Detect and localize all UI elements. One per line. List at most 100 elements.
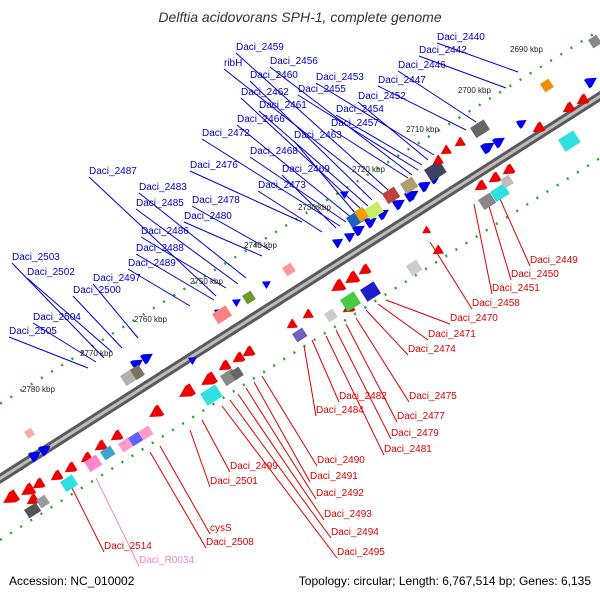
forward-gene-arrow[interactable] <box>418 178 433 193</box>
reverse-gene-arrow[interactable] <box>230 351 246 367</box>
gene-block[interactable] <box>118 437 134 453</box>
reverse-gene-arrow[interactable] <box>486 171 502 187</box>
reverse-gene-arrow[interactable] <box>430 244 444 259</box>
gene-label-daci-2475[interactable]: Daci_2475 <box>409 391 457 402</box>
reverse-gene-arrow[interactable] <box>198 371 218 390</box>
gene-label-daci-2487[interactable]: Daci_2487 <box>89 166 137 177</box>
gene-block[interactable] <box>354 206 369 223</box>
reverse-gene-arrow[interactable] <box>146 404 165 422</box>
gene-label-daci-2492[interactable]: Daci_2492 <box>316 488 364 499</box>
gene-block[interactable] <box>292 327 308 343</box>
forward-gene-arrow[interactable] <box>340 188 351 199</box>
gene-label-daci-2485[interactable]: Daci_2485 <box>136 198 184 209</box>
reverse-gene-arrow[interactable] <box>240 345 256 361</box>
reverse-gene-arrow[interactable] <box>176 383 196 402</box>
gene-block[interactable] <box>540 78 554 93</box>
gene-label-daci-2440[interactable]: Daci_2440 <box>437 32 485 43</box>
gene-label-daci-2479[interactable]: Daci_2479 <box>391 428 439 439</box>
gene-label-daci-2473[interactable]: Daci_2473 <box>258 180 306 191</box>
gene-label-daci-2468[interactable]: Daci_2468 <box>250 146 298 157</box>
gene-label-daci-2504[interactable]: Daci_2504 <box>33 312 81 323</box>
gene-label-daci-2494[interactable]: Daci_2494 <box>331 527 379 538</box>
gene-label-daci-2458[interactable]: Daci_2458 <box>472 298 520 309</box>
forward-gene-arrow[interactable] <box>480 138 497 155</box>
forward-gene-arrow[interactable] <box>262 278 273 289</box>
forward-gene-arrow[interactable] <box>584 74 599 89</box>
gene-label-daci-2481[interactable]: Daci_2481 <box>384 444 432 455</box>
gene-block[interactable] <box>406 259 423 277</box>
gene-label-daci-2476[interactable]: Daci_2476 <box>190 160 238 171</box>
reverse-gene-arrow[interactable] <box>472 179 488 195</box>
gene-label-daci-2463[interactable]: Daci_2463 <box>294 130 342 141</box>
gene-label-daci-2490[interactable]: Daci_2490 <box>317 455 365 466</box>
gene-label-daci-2461[interactable]: Daci_2461 <box>259 100 307 111</box>
forward-gene-arrow[interactable] <box>332 235 346 249</box>
gene-label-daci-2466[interactable]: Daci_2466 <box>237 114 285 125</box>
reverse-gene-arrow[interactable] <box>500 163 516 179</box>
gene-label-daci-2472[interactable]: Daci_2472 <box>202 128 250 139</box>
reverse-gene-arrow[interactable] <box>328 278 347 296</box>
reverse-gene-arrow[interactable] <box>92 439 108 455</box>
gene-block[interactable] <box>212 305 232 325</box>
gene-label-daci-2451[interactable]: Daci_2451 <box>492 283 540 294</box>
gene-block[interactable] <box>130 364 145 381</box>
gene-block[interactable] <box>340 291 362 312</box>
gene-block[interactable] <box>24 427 36 439</box>
gene-block[interactable] <box>60 474 79 493</box>
gene-label-daci-2459[interactable]: Daci_2459 <box>236 42 284 53</box>
reverse-gene-arrow[interactable] <box>560 101 576 117</box>
gene-label-cyss[interactable]: cysS <box>210 523 232 534</box>
forward-gene-arrow[interactable] <box>516 117 529 129</box>
gene-block[interactable] <box>324 308 338 323</box>
gene-label-daci-2502[interactable]: Daci_2502 <box>27 267 75 278</box>
forward-gene-arrow[interactable] <box>28 448 43 463</box>
gene-label-daci-2514[interactable]: Daci_2514 <box>104 541 152 552</box>
gene-block[interactable] <box>588 34 600 49</box>
reverse-gene-arrow[interactable] <box>438 144 452 159</box>
reverse-gene-arrow[interactable] <box>108 429 124 445</box>
forward-gene-arrow[interactable] <box>38 442 53 457</box>
gene-label-daci-2484[interactable]: Daci_2484 <box>316 405 364 416</box>
gene-block[interactable] <box>230 366 244 381</box>
gene-block[interactable] <box>490 183 510 203</box>
reverse-gene-arrow[interactable] <box>48 469 64 485</box>
gene-label-daci-2499[interactable]: Daci_2499 <box>230 461 278 472</box>
gene-label-daci-2495[interactable]: Daci_2495 <box>337 547 385 558</box>
gene-label-daci-2454[interactable]: Daci_2454 <box>336 104 384 115</box>
gene-label-daci-2493[interactable]: Daci_2493 <box>324 509 372 520</box>
gene-label-daci-2478[interactable]: Daci_2478 <box>192 195 240 206</box>
gene-label-daci-2471[interactable]: Daci_2471 <box>428 329 476 340</box>
forward-gene-arrow[interactable] <box>392 196 407 211</box>
gene-block[interactable] <box>400 176 419 195</box>
gene-label-daci-2482[interactable]: Daci_2482 <box>339 391 387 402</box>
forward-gene-arrow[interactable] <box>404 186 421 203</box>
gene-label-daci-2456[interactable]: Daci_2456 <box>270 56 318 67</box>
gene-block[interactable] <box>36 494 50 509</box>
reverse-gene-arrow[interactable] <box>62 461 78 477</box>
gene-block[interactable] <box>500 174 514 189</box>
gene-label-daci-2457[interactable]: Daci_2457 <box>331 118 379 129</box>
gene-label-daci-2460[interactable]: Daci_2460 <box>250 70 298 81</box>
reverse-gene-arrow[interactable] <box>356 263 372 279</box>
gene-block[interactable] <box>138 425 154 441</box>
gene-block[interactable] <box>478 192 497 211</box>
gene-block[interactable] <box>470 119 490 139</box>
reverse-gene-arrow[interactable] <box>300 308 314 323</box>
gene-label-daci-2442[interactable]: Daci_2442 <box>419 45 467 56</box>
gene-block[interactable] <box>360 281 382 302</box>
gene-label-daci-2449[interactable]: Daci_2449 <box>530 255 578 266</box>
forward-gene-arrow[interactable] <box>232 296 243 307</box>
reverse-gene-arrow[interactable] <box>0 489 20 508</box>
gene-label-daci-2505[interactable]: Daci_2505 <box>9 326 57 337</box>
forward-gene-arrow[interactable] <box>364 214 379 229</box>
gene-block[interactable] <box>558 130 581 152</box>
forward-gene-arrow[interactable] <box>188 354 199 365</box>
gene-block[interactable] <box>424 160 447 182</box>
gene-label-daci-2450[interactable]: Daci_2450 <box>511 269 559 280</box>
gene-block[interactable] <box>24 502 42 519</box>
reverse-gene-arrow[interactable] <box>284 318 298 333</box>
gene-block[interactable] <box>100 445 116 461</box>
reverse-gene-arrow[interactable] <box>452 136 466 151</box>
gene-label-daci-2453[interactable]: Daci_2453 <box>316 72 364 83</box>
gene-label-daci-2489[interactable]: Daci_2489 <box>128 258 176 269</box>
